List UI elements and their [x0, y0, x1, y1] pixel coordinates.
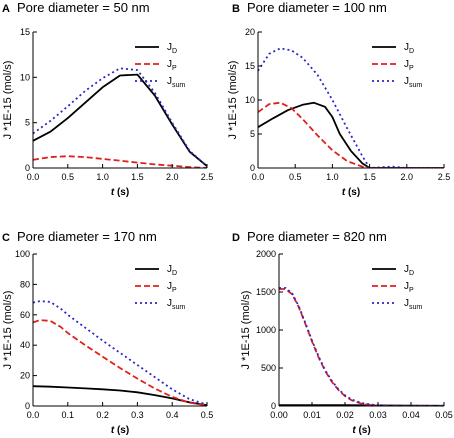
panel-c-y-tick-label: 0 — [25, 401, 30, 411]
panel-d-legend-p-label: JP — [404, 281, 414, 294]
panel-b-legend-d-label: JD — [404, 42, 414, 55]
panel-b-y-tick-label: 15 — [245, 61, 255, 71]
panel-a-y-tick-label: 0 — [25, 163, 30, 173]
panel-c-x-tick-label: 0.4 — [166, 410, 179, 420]
panel-d-x-axis-label: t (s) — [352, 425, 370, 436]
panel-d: D Pore diameter = 820 nm 0.00 0.01 0.02 0.03 0… — [232, 229, 453, 436]
panel-c-letter: C — [2, 232, 10, 244]
panel-d-series-p-line — [279, 288, 444, 406]
panel-d-y-tick-label: 1500 — [256, 287, 276, 297]
panel-d-y-axis-label: J *1E-15 (mol/s) — [240, 291, 252, 370]
panel-c-series-p-line — [33, 319, 207, 406]
panel-c-legend-d-label: JD — [167, 264, 177, 277]
panel-d-title: Pore diameter = 820 nm — [247, 229, 387, 244]
panel-d-x-tick-label: 0.05 — [435, 410, 453, 420]
panel-d-y-tick-label: 2000 — [256, 249, 276, 259]
panel-c-series-sum-line — [33, 300, 207, 406]
panel-a-y-tick-label: 10 — [20, 72, 30, 82]
panel-c-x-tick-label: 0.5 — [201, 410, 214, 420]
panel-c-y-tick-label: 20 — [20, 371, 30, 381]
panel-c-y-tick-label: 40 — [20, 340, 30, 350]
panel-d-x-tick-label: 0.03 — [369, 410, 387, 420]
panel-b-title: Pore diameter = 100 nm — [247, 0, 387, 15]
panel-a-x-tick-label: 2.0 — [166, 172, 179, 182]
panel-b-y-tick-label: 10 — [245, 95, 255, 105]
panel-d-series-sum-line — [279, 287, 444, 406]
panel-b-series-p-line — [258, 101, 444, 168]
panel-b-x-tick-label: 0.5 — [289, 172, 302, 182]
panel-c-y-axis-label: J *1E-15 (mol/s) — [2, 291, 14, 370]
panel-a-legend-sum-label: Jsum — [167, 76, 185, 89]
panel-d-letter: D — [232, 232, 240, 244]
panel-d-x-tick-label: 0.00 — [270, 410, 288, 420]
panel-b-y-tick-label: 20 — [245, 27, 255, 37]
panel-a-letter: A — [2, 3, 10, 15]
panel-a-x-axis-label: t (s) — [111, 187, 129, 198]
panel-a-y-tick-label: 15 — [20, 27, 30, 37]
panel-d-y-tick-label: 1000 — [256, 325, 276, 335]
panel-b-x-tick-label: 1.5 — [363, 172, 376, 182]
panel-a-x-tick-label: 2.5 — [201, 172, 214, 182]
panel-b-x-tick-label: 1.0 — [326, 172, 339, 182]
panel-c-series-d-line — [33, 385, 207, 406]
panel-a-y-axis-label: J *1E-15 (mol/s) — [2, 61, 14, 140]
panel-c-x-tick-label: 0.1 — [62, 410, 75, 420]
panel-b-x-tick-label: 0.0 — [252, 172, 265, 182]
panel-a: A Pore diameter = 50 nm 0.0 0.5 1.0 1.5 2.0 2.5… — [2, 0, 213, 198]
panel-c-title: Pore diameter = 170 nm — [17, 229, 157, 244]
panel-a-x-tick-label: 1.0 — [96, 172, 109, 182]
panel-d-x-tick-label: 0.01 — [303, 410, 321, 420]
panel-a-x-tick-label: 0.5 — [62, 172, 75, 182]
panel-c-x-tick-label: 0.3 — [131, 410, 144, 420]
panel-a-x-tick-label: 1.5 — [131, 172, 144, 182]
panel-a-x-tick-label: 0.0 — [27, 172, 40, 182]
panel-b-x-tick-label: 2.5 — [438, 172, 451, 182]
panel-b: B Pore diameter = 100 nm 0.0 0.5 1.0 1.5 2.0 2.… — [227, 0, 450, 198]
panel-b-y-tick-label: 5 — [250, 129, 255, 139]
panel-b-legend-sum-label: Jsum — [404, 76, 422, 89]
panel-b-series-d-line — [258, 101, 444, 168]
panel-a-legend-d-label: JD — [167, 42, 177, 55]
panel-a-series-p-line — [33, 155, 207, 168]
panel-c-y-tick-label: 100 — [15, 249, 30, 259]
panel-b-x-tick-label: 2.0 — [401, 172, 414, 182]
panel-b-y-axis-label: J *1E-15 (mol/s) — [227, 61, 239, 140]
panel-c-x-tick-label: 0.0 — [27, 410, 40, 420]
panel-b-x-axis-label: t (s) — [342, 187, 360, 198]
panel-c-legend-p-label: JP — [167, 281, 177, 294]
panel-b-legend-p-label: JP — [404, 59, 414, 72]
panel-c-legend-sum-label: Jsum — [167, 298, 185, 311]
panel-d-x-tick-label: 0.04 — [402, 410, 420, 420]
panel-b-y-tick-label: 0 — [250, 163, 255, 173]
panel-d-legend-d-label: JD — [404, 264, 414, 277]
panel-c-x-axis-label: t (s) — [111, 425, 129, 436]
panel-b-letter: B — [232, 3, 240, 15]
panel-a-series-sum-line — [33, 67, 207, 167]
panel-c-y-tick-label: 60 — [20, 310, 30, 320]
panel-c-y-tick-label: 80 — [20, 279, 30, 289]
panel-a-y-tick-label: 5 — [25, 118, 30, 128]
panel-d-x-tick-label: 0.02 — [336, 410, 354, 420]
panel-d-y-tick-label: 0 — [271, 401, 276, 411]
panel-a-legend-p-label: JP — [167, 59, 177, 72]
panel-c-x-tick-label: 0.2 — [96, 410, 109, 420]
panel-d-y-tick-label: 500 — [261, 363, 276, 373]
panel-c: C Pore diameter = 170 nm 0.0 0.1 0.2 0.3 0.4 0.… — [2, 229, 213, 436]
panel-a-title: Pore diameter = 50 nm — [17, 0, 150, 15]
panel-d-legend-sum-label: Jsum — [404, 298, 422, 311]
